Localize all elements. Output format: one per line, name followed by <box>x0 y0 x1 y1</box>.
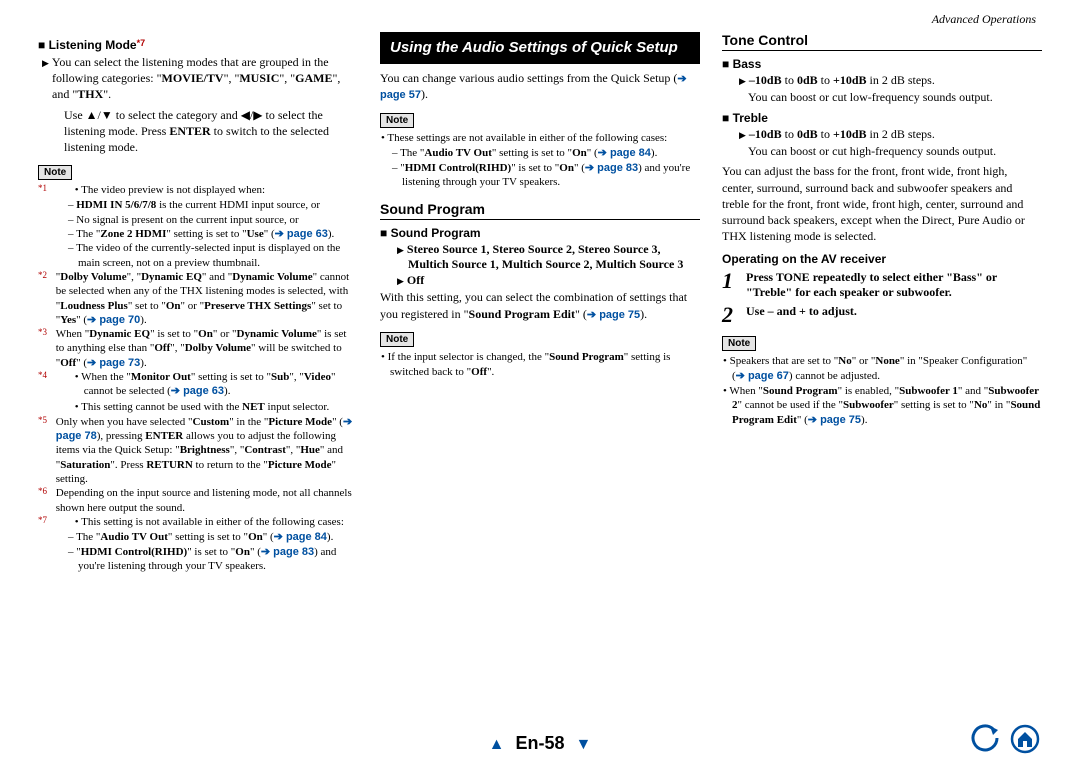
page-link[interactable]: page 70 <box>87 314 140 326</box>
page-link[interactable]: page 67 <box>736 370 789 382</box>
prev-page-icon[interactable]: ▲ <box>483 736 511 753</box>
tone-control-heading: Tone Control <box>722 32 1042 51</box>
treble-range: –10dB to 0dB to +10dB in 2 dB steps. <box>722 127 1042 142</box>
sound-program-heading: Sound Program <box>380 201 700 220</box>
step-1: 1 Press TONE repeatedly to select either… <box>722 270 1042 300</box>
fn2: *2 "Dolby Volume", "Dynamic EQ" and "Dyn… <box>38 270 358 327</box>
note-label: Note <box>380 332 414 347</box>
back-icon[interactable] <box>971 724 1001 754</box>
fn6: *6 Depending on the input source and lis… <box>38 486 358 515</box>
c2-note-sublist: The "Audio TV Out" setting is set to "On… <box>362 146 700 189</box>
fn4: *4 When the "Monitor Out" setting is set… <box>38 370 358 415</box>
page-link[interactable]: page 63 <box>275 228 328 240</box>
home-icon[interactable] <box>1010 724 1040 754</box>
page-link[interactable]: page 63 <box>171 385 224 397</box>
page-footer: ▲ En-58 ▼ <box>0 733 1080 754</box>
c2-note2: If the input selector is changed, the "S… <box>380 350 700 379</box>
header-section: Advanced Operations <box>932 12 1036 27</box>
listening-mode-heading: Listening Mode*7 <box>38 38 358 52</box>
treble-desc: You can boost or cut high-frequency soun… <box>722 143 1042 159</box>
nav-icons <box>965 724 1040 754</box>
audio-settings-banner: Using the Audio Settings of Quick Setup <box>380 32 700 64</box>
page-link[interactable]: page 75 <box>587 309 640 321</box>
fn5: *5 Only when you have selected "Custom" … <box>38 415 358 486</box>
page-link[interactable]: page 83 <box>585 162 638 174</box>
fn1: *1 The video preview is not displayed wh… <box>38 183 358 270</box>
next-page-icon[interactable]: ▼ <box>570 736 598 753</box>
bass-range: –10dB to 0dB to +10dB in 2 dB steps. <box>722 73 1042 88</box>
sp-body: With this setting, you can select the co… <box>380 289 700 322</box>
adjust-desc: You can adjust the bass for the front, f… <box>722 163 1042 244</box>
treble-heading: Treble <box>722 111 1042 125</box>
sp-options: Stereo Source 1, Stereo Source 2, Stereo… <box>380 242 700 272</box>
page-link[interactable]: page 73 <box>87 357 140 369</box>
page-link[interactable]: page 84 <box>274 531 327 543</box>
page-link[interactable]: page 84 <box>598 147 651 159</box>
page-number: En-58 <box>515 733 564 753</box>
lm-para2: Use ▲/▼ to select the category and ◀/▶ t… <box>38 107 358 156</box>
sp-off: Off <box>380 273 700 288</box>
fn3: *3 When "Dynamic EQ" is set to "On" or "… <box>38 327 358 370</box>
bass-heading: Bass <box>722 57 1042 71</box>
note-label: Note <box>722 336 756 351</box>
operating-heading: Operating on the AV receiver <box>722 252 1042 266</box>
page-body: Listening Mode*7 You can select the list… <box>0 0 1080 692</box>
note-label: Note <box>380 113 414 128</box>
bass-desc: You can boost or cut low-frequency sound… <box>722 89 1042 105</box>
note-label: Note <box>38 165 72 180</box>
sound-program-sub: Sound Program <box>380 226 700 240</box>
fn7: *7 This setting is not available in eith… <box>38 515 358 573</box>
c3-notes: Speakers that are set to "No" or "None" … <box>722 354 1042 426</box>
step-2: 2 Use – and + to adjust. <box>722 304 1042 326</box>
c2-intro: You can change various audio settings fr… <box>380 70 700 104</box>
page-link[interactable]: page 83 <box>261 546 314 558</box>
page-link[interactable]: page 75 <box>808 414 861 426</box>
c2-note-list: These settings are not available in eith… <box>380 131 700 145</box>
lm-para1: You can select the listening modes that … <box>38 54 358 103</box>
